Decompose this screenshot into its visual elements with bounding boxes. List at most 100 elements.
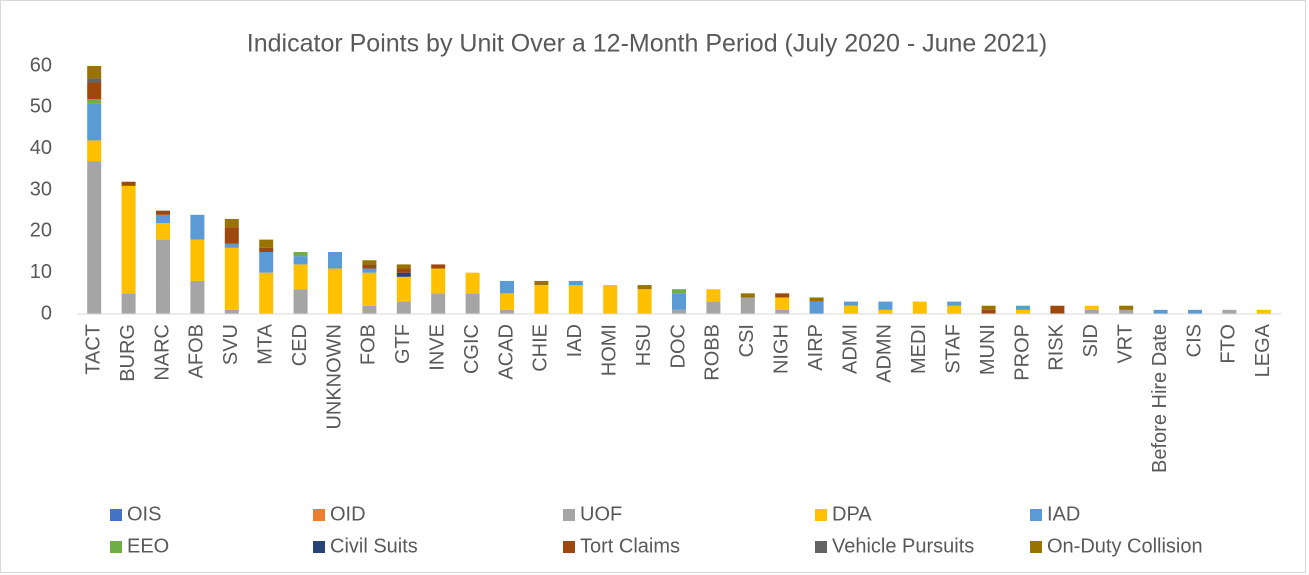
bar-segment <box>396 301 411 314</box>
legend-label: DPA <box>832 503 872 525</box>
bar-segment <box>809 297 824 302</box>
x-tick-label: Before Hire Date <box>1149 324 1171 473</box>
bar-segment <box>1188 309 1202 314</box>
bar-segment <box>190 239 205 281</box>
legend-label: OIS <box>127 503 161 525</box>
bar-segment <box>224 247 239 310</box>
bar-segment <box>259 252 274 273</box>
y-tick-label: 30 <box>30 178 52 200</box>
bar-segment <box>293 289 308 314</box>
legend-swatch <box>1030 541 1042 553</box>
legend-label: EEO <box>127 535 169 557</box>
x-tick-label: ROBB <box>702 324 724 381</box>
x-tick-label: HSU <box>633 324 655 366</box>
legend-label: On-Duty Collision <box>1047 535 1203 557</box>
x-tick-label: INVE <box>426 324 448 371</box>
bar-segment <box>809 301 824 314</box>
bar-segment <box>362 264 377 269</box>
x-tick-label: CED <box>289 324 311 366</box>
bar-segment <box>534 280 549 286</box>
bar-segment <box>156 210 170 215</box>
x-tick-label: MUNI <box>977 324 999 375</box>
x-tick-label: CGIC <box>461 324 483 374</box>
x-tick-label: NIGH <box>770 324 792 374</box>
bar-segment <box>1050 305 1065 314</box>
legend-label: UOF <box>580 503 622 525</box>
bar-segment <box>706 301 721 314</box>
bar-segment <box>362 268 377 273</box>
x-tick-label: ADMI <box>839 324 861 374</box>
x-tick-label: GTF <box>392 324 414 364</box>
legend-label: Tort Claims <box>580 535 680 557</box>
bar-segment <box>328 252 342 269</box>
x-tick-label: DOC <box>667 324 689 368</box>
bar-segment <box>947 301 962 306</box>
bar-segment <box>981 309 996 314</box>
bar-segment <box>156 214 170 224</box>
bar-segment <box>1084 309 1099 314</box>
y-tick-label: 0 <box>41 302 52 324</box>
bar-segment <box>1119 305 1134 310</box>
x-tick-label: CIS <box>1183 324 1205 357</box>
legend-swatch <box>563 509 575 521</box>
bar-segment <box>568 280 583 286</box>
chart-title: Indicator Points by Unit Over a 12-Month… <box>247 30 1047 58</box>
legend-label: Vehicle Pursuits <box>832 535 974 557</box>
bar-segment <box>775 297 790 310</box>
bar-segment <box>878 301 893 310</box>
bar-segment <box>259 239 274 248</box>
bar-segment <box>87 103 102 141</box>
y-tick-label: 60 <box>30 54 52 76</box>
bar-segment <box>87 161 102 314</box>
bar-segment <box>844 301 858 306</box>
y-tick-label: 10 <box>30 261 52 283</box>
x-tick-label: ACAD <box>495 324 517 380</box>
x-tick-label: VRT <box>1114 324 1136 364</box>
y-tick-label: 50 <box>30 96 52 118</box>
x-tick-label: FOB <box>358 324 380 365</box>
bar-segment <box>396 276 411 302</box>
x-tick-label: TACT <box>82 324 104 375</box>
bar-segment <box>672 289 686 294</box>
bar-segment <box>1256 309 1271 314</box>
x-tick-label: IAD <box>564 324 586 357</box>
bar-segment <box>431 264 446 269</box>
y-tick-label: 40 <box>30 137 52 159</box>
bar-segment <box>878 309 893 314</box>
bar-segment <box>121 181 136 186</box>
bar-segment <box>396 272 411 277</box>
bar-segment <box>1016 305 1030 310</box>
bar-segment <box>259 272 274 314</box>
bar-segment <box>121 293 136 314</box>
bar-segment <box>844 305 858 314</box>
bar-segment <box>981 305 996 310</box>
legend-label: Civil Suits <box>330 535 418 557</box>
bar-segment <box>431 293 446 314</box>
bar-segment <box>1222 309 1237 314</box>
bar-segment <box>293 252 308 257</box>
x-tick-label: NARC <box>151 324 173 381</box>
legend-swatch <box>313 541 325 553</box>
x-tick-label: SID <box>1080 324 1102 357</box>
x-tick-label: MTA <box>254 323 276 364</box>
legend-swatch <box>563 541 575 553</box>
x-tick-label: AIRP <box>805 324 827 371</box>
bar-segment <box>87 82 102 100</box>
bar-segment <box>534 285 549 314</box>
legend-swatch <box>313 509 325 521</box>
legend-swatch <box>1030 509 1042 521</box>
bar-segment <box>431 268 446 294</box>
bar-segment <box>396 268 411 273</box>
bar-segment <box>1084 305 1099 310</box>
bar-segment <box>156 223 170 240</box>
bar-segment <box>740 297 755 314</box>
bar-segment <box>156 239 170 314</box>
bar-segment <box>87 140 102 162</box>
x-tick-label: BURG <box>117 324 139 382</box>
bar-segment <box>224 218 239 228</box>
bar-segment <box>568 285 583 314</box>
bar-segment <box>362 272 377 306</box>
bar-segment <box>293 264 308 290</box>
x-tick-label: STAF <box>942 324 964 374</box>
